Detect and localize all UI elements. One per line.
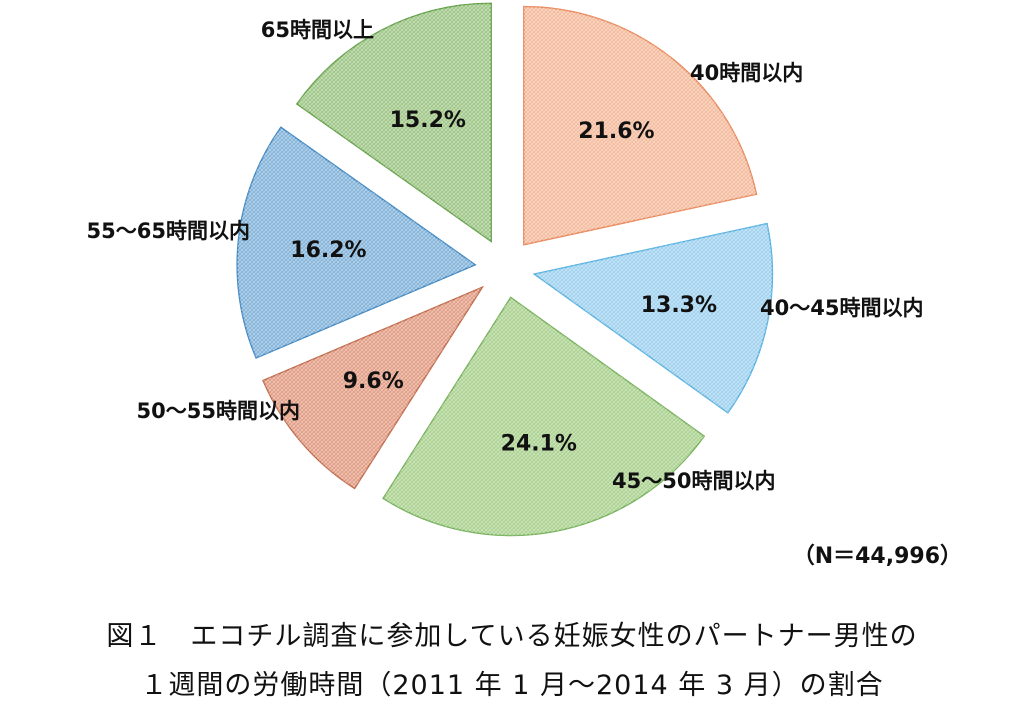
slice-category-label: 65時間以上 (261, 18, 374, 42)
pie-slice-hatch (296, 3, 492, 242)
figure-caption-line-2: １週間の労働時間（2011 年 1 月〜2014 年 3 月）の割合 (140, 670, 884, 701)
sample-size-note: （N＝44,996） (792, 544, 962, 569)
slice-value-label: 21.6% (578, 119, 654, 144)
pie-slice-hatch (534, 223, 773, 413)
slice-category-label: 55〜65時間以内 (87, 219, 250, 243)
pie-slice-hatch (237, 127, 476, 358)
slice-value-label: 24.1% (501, 431, 577, 456)
slice-category-label: 45〜50時間以内 (612, 469, 775, 493)
slice-value-label: 9.6% (343, 369, 404, 394)
slice-category-label: 50〜55時間以内 (137, 399, 300, 423)
pie-slice-hatch (263, 287, 483, 489)
slice-value-label: 16.2% (290, 238, 366, 263)
figure-caption-line-1: 図１ エコチル調査に参加している妊娠女性のパートナー男性の (106, 621, 918, 652)
slice-value-label: 13.3% (641, 293, 717, 318)
pie-slice-hatch (523, 6, 757, 245)
slice-category-label: 40〜45時間以内 (760, 296, 923, 320)
pie-slice-hatch (383, 297, 705, 536)
slice-category-label: 40時間以内 (690, 61, 803, 85)
slice-value-label: 15.2% (390, 108, 466, 133)
